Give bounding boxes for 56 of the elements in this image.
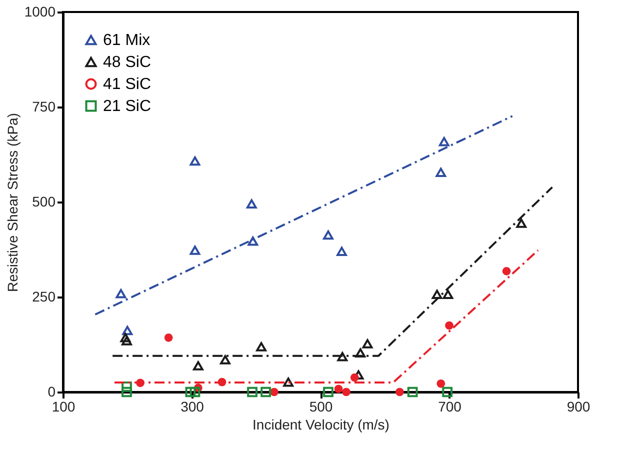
point <box>190 246 200 255</box>
point <box>260 386 271 398</box>
point <box>246 199 257 209</box>
point <box>283 377 294 387</box>
point <box>516 218 527 228</box>
point <box>256 342 266 352</box>
point <box>396 388 404 396</box>
y-tick-label: 750 <box>32 98 56 114</box>
point <box>120 333 131 342</box>
point <box>355 348 366 358</box>
x-tick-label: 500 <box>309 398 333 414</box>
point <box>436 168 446 177</box>
point <box>248 236 258 246</box>
point <box>336 246 347 256</box>
point <box>337 352 348 362</box>
point <box>445 321 454 330</box>
point <box>122 386 132 398</box>
point <box>442 290 454 299</box>
y-tick-label: 250 <box>32 288 56 304</box>
point <box>436 379 446 388</box>
point <box>323 386 334 398</box>
point <box>342 388 350 396</box>
x-tick-label: 900 <box>566 398 590 414</box>
point <box>122 326 133 336</box>
point <box>116 288 126 298</box>
point <box>442 386 453 398</box>
point <box>220 355 230 364</box>
point <box>323 230 334 240</box>
point <box>502 266 511 276</box>
point <box>122 381 132 392</box>
point <box>193 361 204 370</box>
x-tick-label: 100 <box>52 398 76 414</box>
legend-label: 21 SiC <box>103 98 152 115</box>
y-tick-label: 1000 <box>24 4 56 20</box>
point <box>350 373 359 382</box>
x-tick-label: 300 <box>180 398 204 414</box>
x-tick-label: 700 <box>438 398 462 414</box>
point <box>122 336 132 346</box>
y-tick-label: 500 <box>32 194 56 210</box>
point <box>270 388 278 396</box>
legend-label: 41 SiC <box>103 76 152 93</box>
point <box>438 136 450 146</box>
legend-label: 61 Mix <box>103 32 150 49</box>
y-tick-label: 0 <box>48 384 56 400</box>
point <box>334 384 343 394</box>
point <box>164 333 173 342</box>
point <box>407 386 418 398</box>
point <box>185 386 196 398</box>
point <box>190 156 200 166</box>
y-axis-title: Resistive Shear Stress (kPa) <box>4 113 20 292</box>
legend-label: 48 SiC <box>103 54 152 71</box>
point <box>190 386 200 398</box>
point <box>247 386 258 398</box>
point <box>432 290 442 299</box>
x-axis-title: Incident Velocity (m/s) <box>252 416 390 432</box>
point <box>362 339 373 348</box>
